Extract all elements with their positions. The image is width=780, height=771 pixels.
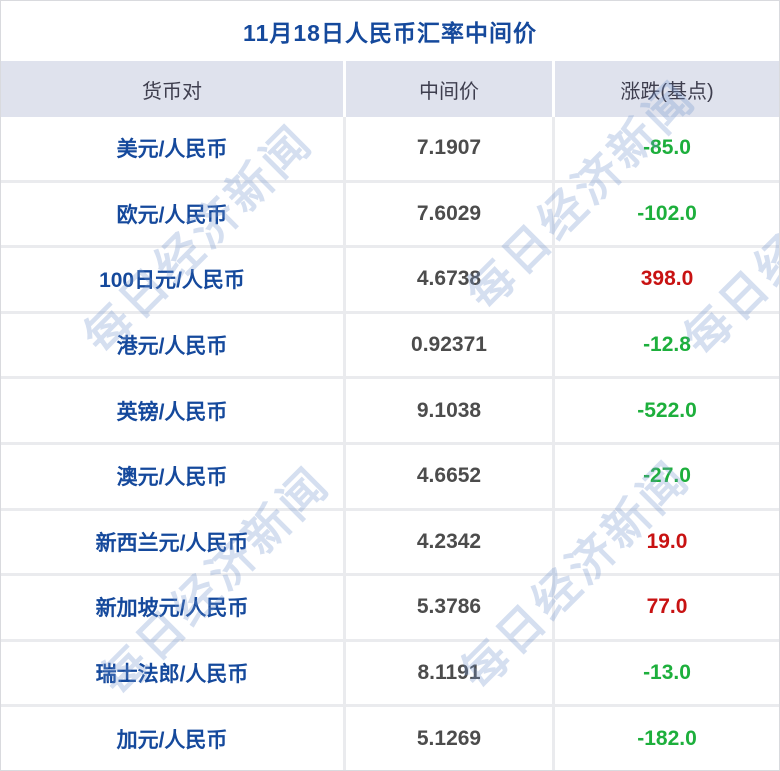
- currency-pair-cell: 欧元/人民币: [1, 182, 346, 246]
- mid-price-cell: 5.1269: [346, 707, 555, 770]
- change-bp-cell: -27.0: [643, 464, 691, 488]
- table-row: 瑞士法郎/人民币 8.1191 -13.0: [1, 638, 779, 705]
- change-bp-cell: 19.0: [646, 529, 688, 553]
- mid-price-cell: 8.1191: [346, 641, 555, 705]
- page-title: 11月18日人民币汇率中间价: [243, 20, 537, 46]
- table-header-row: 货币对 中间价 涨跌(基点): [1, 61, 779, 117]
- table-row: 100日元/人民币 4.6738 398.0: [1, 245, 779, 311]
- mid-price-cell: 4.6652: [346, 444, 555, 508]
- table-row: 港元/人民币 0.92371 -12.8: [1, 310, 779, 377]
- column-header-currency-pair: 货币对: [1, 61, 346, 117]
- table-row: 加元/人民币 5.1269 -182.0: [1, 704, 779, 770]
- mid-price-cell: 7.6029: [346, 182, 555, 246]
- mid-price-cell: 9.1038: [346, 379, 555, 442]
- change-bp-cell: -522.0: [637, 398, 697, 422]
- table-row: 澳元/人民币 4.6652 -27.0: [1, 441, 779, 508]
- currency-pair-cell: 英镑/人民币: [1, 379, 346, 442]
- column-header-change-bp: 涨跌(基点): [620, 80, 714, 103]
- currency-pair-cell: 美元/人民币: [1, 117, 346, 180]
- table-row: 欧元/人民币 7.6029 -102.0: [1, 179, 779, 246]
- currency-pair-cell: 新加坡元/人民币: [1, 576, 346, 639]
- currency-pair-cell: 100日元/人民币: [1, 248, 346, 311]
- currency-pair-cell: 新西兰元/人民币: [1, 510, 346, 574]
- currency-pair-cell: 瑞士法郎/人民币: [1, 641, 346, 705]
- change-bp-cell: -12.8: [643, 333, 691, 357]
- table-body: 美元/人民币 7.1907 -85.0 欧元/人民币 7.6029 -102.0 100日元…: [1, 117, 779, 770]
- mid-price-cell: 4.6738: [346, 248, 555, 311]
- change-bp-cell: -182.0: [637, 726, 697, 750]
- mid-price-cell: 7.1907: [346, 117, 555, 180]
- table-row: 美元/人民币 7.1907 -85.0: [1, 117, 779, 180]
- mid-price-cell: 5.3786: [346, 576, 555, 639]
- change-bp-cell: -85.0: [643, 136, 691, 160]
- currency-pair-cell: 港元/人民币: [1, 313, 346, 377]
- currency-pair-cell: 澳元/人民币: [1, 444, 346, 508]
- column-header-mid-price: 中间价: [346, 61, 555, 117]
- change-bp-cell: -13.0: [643, 661, 691, 685]
- table-row: 新西兰元/人民币 4.2342 19.0: [1, 507, 779, 574]
- change-bp-cell: -102.0: [637, 201, 697, 225]
- table-row: 英镑/人民币 9.1038 -522.0: [1, 376, 779, 442]
- mid-price-cell: 0.92371: [346, 313, 555, 377]
- currency-pair-cell: 加元/人民币: [1, 707, 346, 770]
- mid-price-cell: 4.2342: [346, 510, 555, 574]
- table-row: 新加坡元/人民币 5.3786 77.0: [1, 573, 779, 639]
- change-bp-cell: 398.0: [640, 267, 694, 291]
- change-bp-cell: 77.0: [646, 595, 688, 619]
